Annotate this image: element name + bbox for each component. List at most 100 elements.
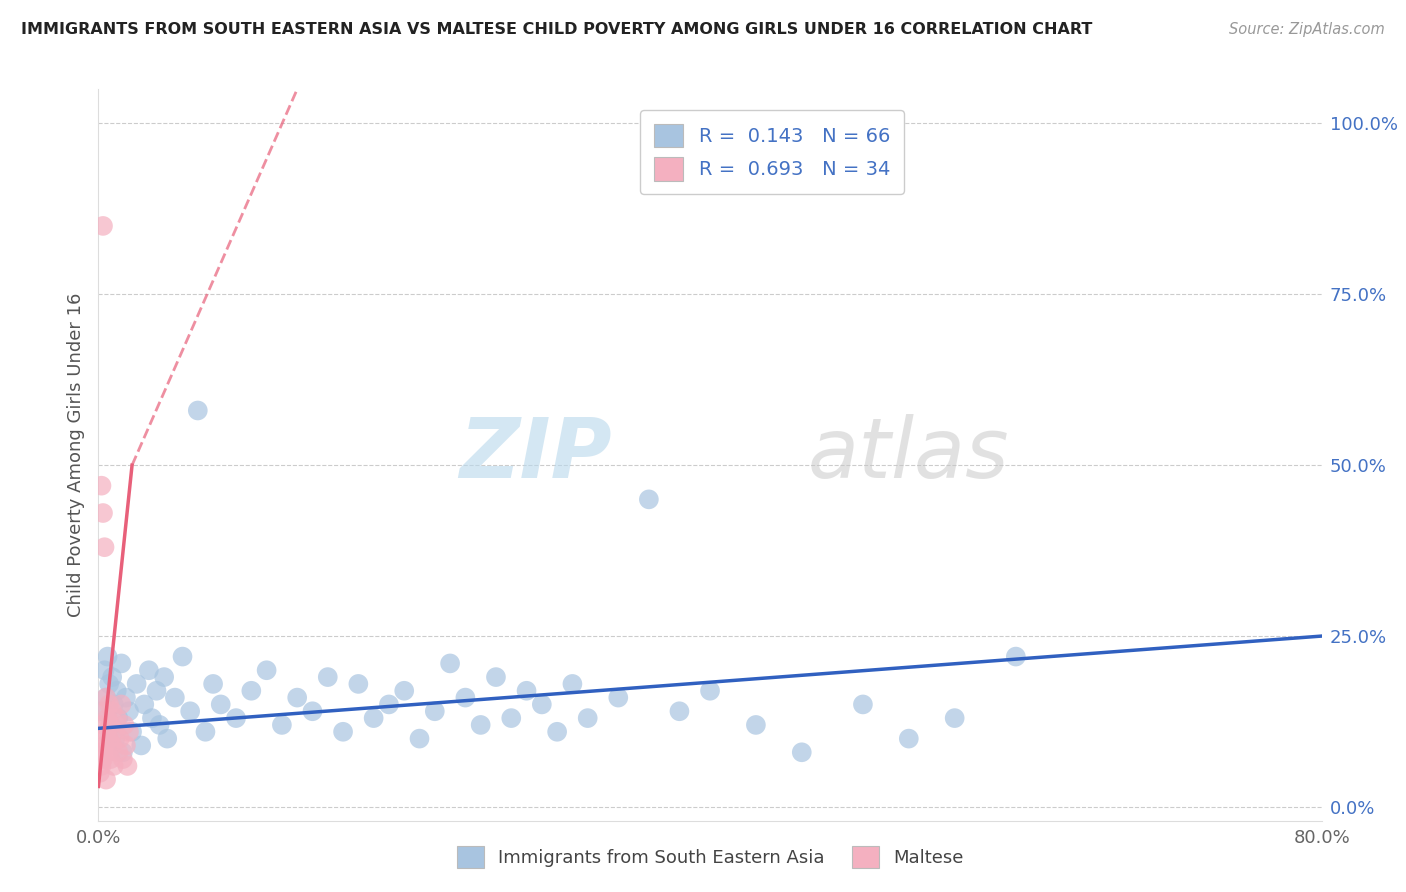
Point <box>745 718 768 732</box>
Point <box>897 731 920 746</box>
Point <box>98 677 121 691</box>
Point <box>852 698 875 712</box>
Point <box>156 731 179 746</box>
Point <box>115 690 138 705</box>
Point <box>153 670 176 684</box>
Point <box>194 724 217 739</box>
Point <box>107 711 129 725</box>
Text: ZIP: ZIP <box>460 415 612 495</box>
Point <box>103 698 125 712</box>
Point <box>103 759 125 773</box>
Point <box>209 698 232 712</box>
Point <box>121 724 143 739</box>
Point <box>145 683 167 698</box>
Point <box>256 663 278 677</box>
Point <box>101 739 124 753</box>
Point <box>89 765 111 780</box>
Point <box>101 704 124 718</box>
Point <box>94 690 117 705</box>
Point <box>101 670 124 684</box>
Point <box>316 670 339 684</box>
Point <box>108 731 131 746</box>
Text: Source: ZipAtlas.com: Source: ZipAtlas.com <box>1229 22 1385 37</box>
Point <box>202 677 225 691</box>
Point <box>134 698 156 712</box>
Point <box>112 718 135 732</box>
Point <box>90 731 112 746</box>
Y-axis label: Child Poverty Among Girls Under 16: Child Poverty Among Girls Under 16 <box>66 293 84 617</box>
Point <box>91 752 114 766</box>
Point <box>607 690 630 705</box>
Point <box>105 683 128 698</box>
Point <box>94 772 117 787</box>
Point <box>423 704 446 718</box>
Point <box>637 492 661 507</box>
Point <box>110 657 132 671</box>
Point <box>285 690 308 705</box>
Point <box>110 698 132 712</box>
Point <box>172 649 194 664</box>
Point <box>225 711 247 725</box>
Point <box>187 403 209 417</box>
Point <box>91 718 114 732</box>
Point <box>790 745 813 759</box>
Point <box>699 683 721 698</box>
Point <box>90 704 112 718</box>
Text: IMMIGRANTS FROM SOUTH EASTERN ASIA VS MALTESE CHILD POVERTY AMONG GIRLS UNDER 16: IMMIGRANTS FROM SOUTH EASTERN ASIA VS MA… <box>21 22 1092 37</box>
Point <box>149 718 172 732</box>
Point <box>129 739 152 753</box>
Point <box>111 745 134 759</box>
Point <box>546 724 568 739</box>
Point <box>100 718 122 732</box>
Point <box>89 745 111 759</box>
Point <box>668 704 690 718</box>
Point <box>179 704 201 718</box>
Point <box>90 478 112 492</box>
Point <box>97 711 120 725</box>
Point <box>125 677 148 691</box>
Point <box>97 745 120 759</box>
Point <box>118 704 141 718</box>
Point <box>347 677 370 691</box>
Point <box>94 690 117 705</box>
Point <box>392 683 416 698</box>
Point <box>118 724 141 739</box>
Point <box>100 718 122 732</box>
Point <box>138 663 160 677</box>
Point <box>576 711 599 725</box>
Point <box>104 724 127 739</box>
Text: atlas: atlas <box>808 415 1010 495</box>
Point <box>1004 649 1026 664</box>
Point <box>301 704 323 718</box>
Point <box>378 698 401 712</box>
Point <box>516 683 538 698</box>
Point <box>105 711 128 725</box>
Point <box>470 718 492 732</box>
Point <box>141 711 163 725</box>
Point <box>117 759 139 773</box>
Point <box>90 759 112 773</box>
Point <box>270 718 292 732</box>
Point <box>93 663 115 677</box>
Point <box>97 649 120 664</box>
Point <box>501 711 523 725</box>
Point <box>454 690 477 705</box>
Point <box>111 752 134 766</box>
Point <box>240 683 263 698</box>
Point <box>98 731 121 746</box>
Point <box>530 698 553 712</box>
Point <box>93 540 115 554</box>
Point <box>485 670 508 684</box>
Point <box>439 657 461 671</box>
Point <box>104 731 127 746</box>
Point <box>100 752 122 766</box>
Point <box>561 677 583 691</box>
Point <box>93 704 115 718</box>
Point <box>332 724 354 739</box>
Point <box>408 731 430 746</box>
Point <box>93 739 115 753</box>
Point <box>91 506 114 520</box>
Point <box>98 698 121 712</box>
Point <box>94 724 117 739</box>
Point <box>115 739 138 753</box>
